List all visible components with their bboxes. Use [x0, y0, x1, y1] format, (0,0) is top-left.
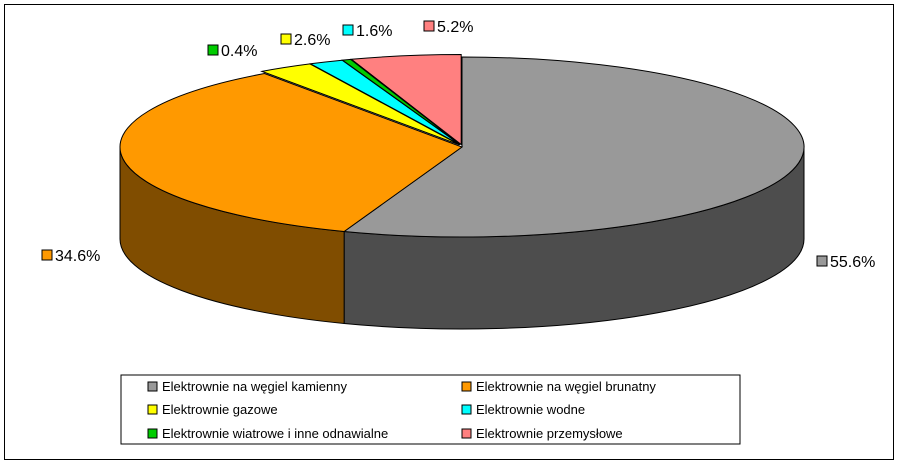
legend-swatch [461, 404, 472, 415]
legend-swatch [147, 381, 158, 392]
data-label-swatch [41, 249, 53, 261]
data-label-text: 34.6% [55, 248, 100, 265]
data-label-swatch [423, 20, 435, 32]
legend-item-elektrownie-na-wegiel-kamienny: Elektrownie na węgiel kamienny [147, 379, 347, 394]
data-label-text: 1.6% [356, 23, 392, 40]
legend-swatch [461, 428, 472, 439]
data-label-swatch [207, 44, 219, 56]
pie-slice-elektrownie-na-wegiel-kamienny [342, 56, 805, 238]
legend-item-elektrownie-przemyslowe: Elektrownie przemysłowe [461, 426, 623, 441]
legend-box [120, 374, 741, 445]
legend-item-elektrownie-na-wegiel-brunatny: Elektrownie na węgiel brunatny [461, 379, 656, 394]
pie-slice-elektrownie-na-wegiel-brunatny [119, 73, 464, 233]
legend-label: Elektrownie na węgiel kamienny [162, 379, 347, 394]
data-label-elektrownie-na-wegiel-brunatny: 34.6% [41, 248, 100, 265]
legend-label: Elektrownie gazowe [162, 402, 278, 417]
legend-item-elektrownie-wiatrowe-i-inne-odnawialne: Elektrownie wiatrowe i inne odnawialne [147, 426, 388, 441]
legend-swatch [461, 381, 472, 392]
pie-tops [119, 54, 805, 238]
legend-swatch [147, 428, 158, 439]
pie-slice-elektrownie-wiatrowe-i-inne-odnawialne [341, 58, 461, 146]
data-label-swatch [816, 255, 828, 267]
legend-label: Elektrownie na węgiel brunatny [476, 379, 656, 394]
data-label-elektrownie-przemyslowe: 5.2% [423, 19, 473, 36]
legend: Elektrownie na węgiel kamienny Elektrowni… [120, 374, 741, 445]
legend-swatch [147, 404, 158, 415]
legend-label: Elektrownie przemysłowe [476, 426, 623, 441]
data-label-elektrownie-gazowe: 2.6% [280, 32, 330, 49]
data-label-text: 2.6% [294, 32, 330, 49]
data-label-text: 0.4% [221, 43, 257, 60]
legend-label: Elektrownie wiatrowe i inne odnawialne [162, 426, 388, 441]
data-label-elektrownie-na-wegiel-kamienny: 55.6% [816, 254, 875, 271]
legend-label: Elektrownie wodne [476, 402, 585, 417]
data-label-text: 55.6% [830, 254, 875, 271]
pie-slice-elektrownie-przemyslowe [350, 54, 462, 146]
data-label-elektrownie-wiatrowe-i-inne-odnawialne: 0.4% [207, 43, 257, 60]
data-label-swatch [280, 33, 292, 45]
data-label-elektrownie-wodne: 1.6% [342, 23, 392, 40]
legend-item-elektrownie-gazowe: Elektrownie gazowe [147, 402, 278, 417]
data-label-text: 5.2% [437, 19, 473, 36]
data-labels: 55.6% 34.6% 2.6% 1.6% 0.4% 5.2% [41, 19, 875, 271]
data-label-swatch [342, 24, 354, 36]
legend-item-elektrownie-wodne: Elektrownie wodne [461, 402, 585, 417]
